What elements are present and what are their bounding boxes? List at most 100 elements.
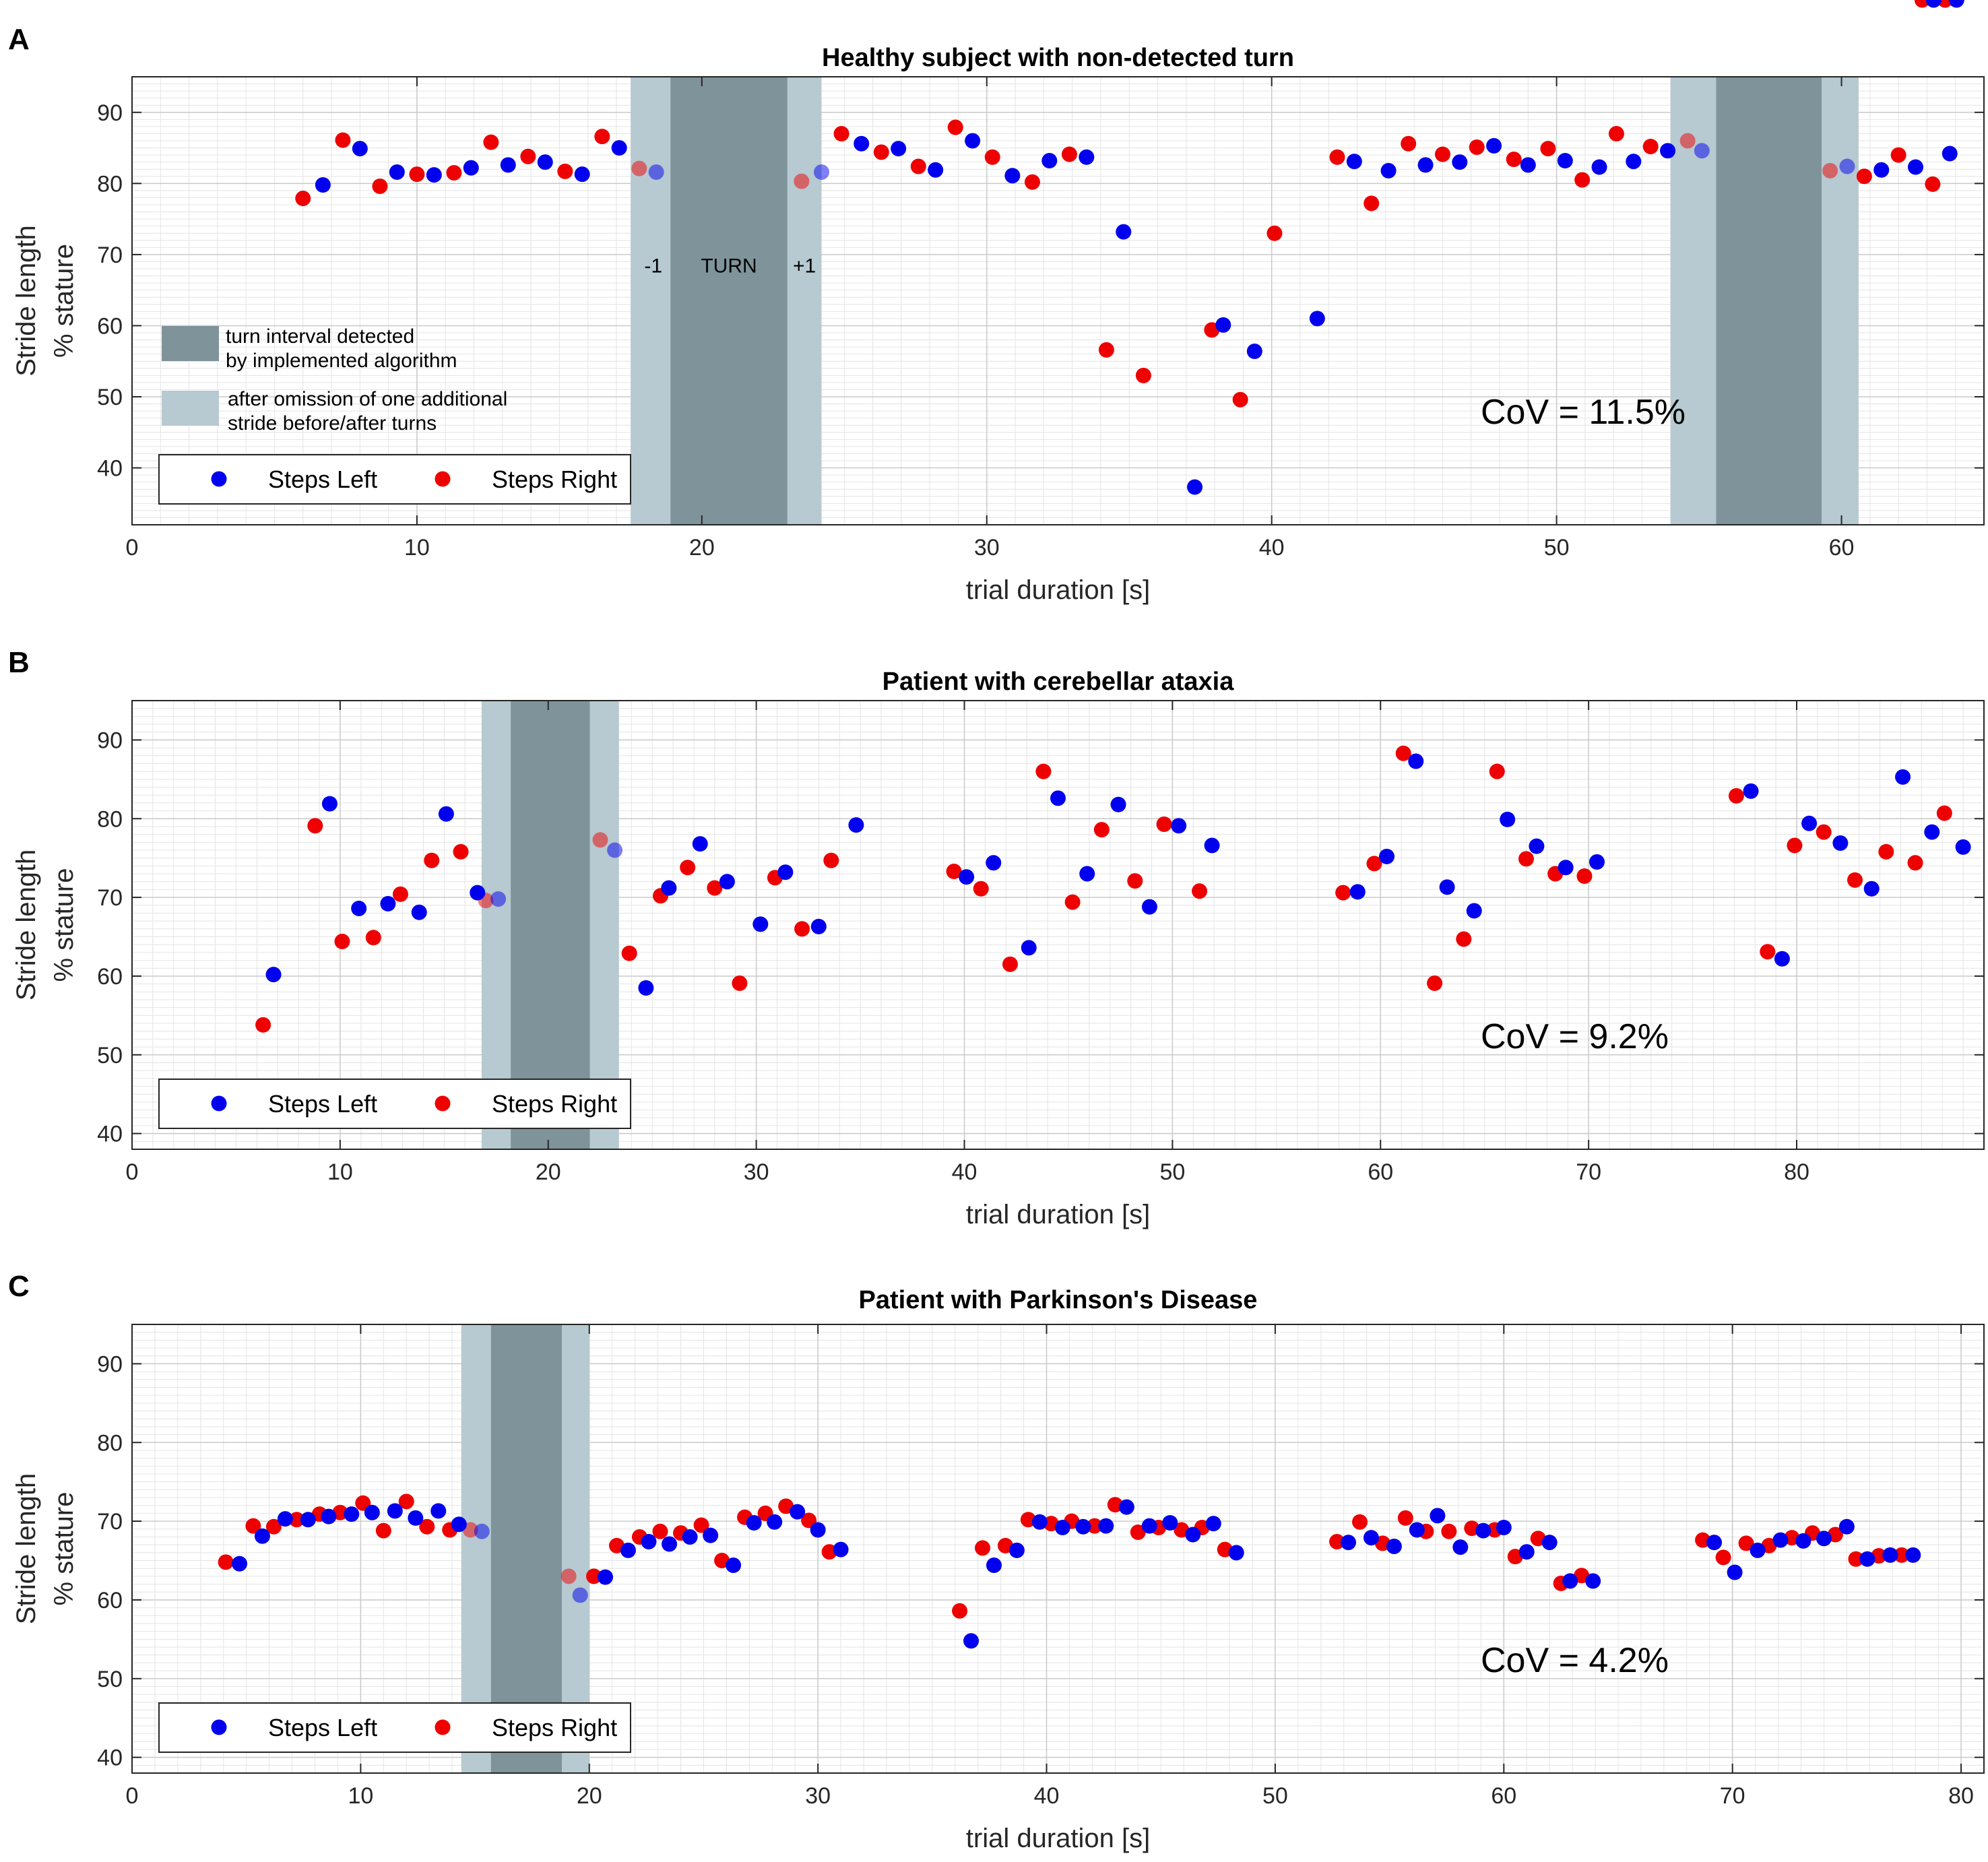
point-right bbox=[453, 843, 469, 860]
point-left bbox=[277, 1511, 293, 1527]
point-left bbox=[1379, 848, 1395, 864]
point-left bbox=[1417, 157, 1434, 173]
point-right bbox=[586, 1568, 602, 1584]
x-tick-label: 60 bbox=[1368, 1159, 1393, 1185]
x-tick-label: 20 bbox=[536, 1159, 561, 1185]
turn-band-detected bbox=[511, 701, 590, 1149]
point-left bbox=[1774, 951, 1790, 967]
point-left bbox=[1079, 866, 1095, 882]
y-tick-label: 80 bbox=[97, 1430, 123, 1456]
point-right bbox=[307, 818, 323, 834]
point-right bbox=[833, 125, 849, 141]
legend-marker-right bbox=[435, 1719, 451, 1735]
point-left bbox=[1346, 154, 1362, 170]
point-right bbox=[372, 179, 388, 195]
cov-annotation: CoV = 9.2% bbox=[1481, 1017, 1669, 1056]
point-right bbox=[1890, 147, 1906, 163]
point-left bbox=[1743, 783, 1759, 799]
point-left bbox=[1008, 1542, 1025, 1558]
legend-box bbox=[158, 1079, 631, 1129]
point-right bbox=[398, 1494, 414, 1510]
point-right bbox=[952, 1603, 968, 1619]
point-left bbox=[891, 141, 907, 157]
point-left bbox=[986, 855, 1002, 871]
point-left bbox=[777, 864, 794, 880]
point-left bbox=[965, 133, 981, 149]
ticks bbox=[131, 1324, 1984, 1773]
point-right bbox=[1087, 1518, 1103, 1534]
point-left bbox=[574, 166, 590, 183]
point-right bbox=[631, 160, 647, 176]
point-left bbox=[1925, 0, 1942, 8]
point-right bbox=[823, 852, 839, 868]
point-right bbox=[1848, 1551, 1864, 1567]
axes-frame bbox=[131, 1324, 1985, 1774]
x-tick-label: 30 bbox=[744, 1159, 769, 1185]
ticks bbox=[131, 701, 1984, 1149]
y-tick-label: 50 bbox=[97, 1043, 123, 1068]
point-left bbox=[1750, 1542, 1766, 1558]
point-left bbox=[490, 891, 507, 907]
point-left bbox=[1363, 1530, 1379, 1546]
point-left bbox=[1873, 162, 1890, 178]
point-right bbox=[1469, 139, 1485, 155]
point-left bbox=[1589, 854, 1605, 870]
point-right bbox=[1035, 763, 1052, 779]
axes-frame bbox=[131, 700, 1985, 1150]
point-right bbox=[973, 880, 989, 897]
point-right bbox=[1098, 342, 1114, 358]
point-left bbox=[620, 1542, 636, 1558]
point-right bbox=[1787, 837, 1803, 854]
point-left bbox=[1386, 1538, 1402, 1554]
point-right bbox=[794, 921, 810, 937]
point-left bbox=[572, 1587, 588, 1603]
x-tick-label: 80 bbox=[1948, 1783, 1974, 1809]
point-right bbox=[1127, 873, 1143, 889]
point-left bbox=[661, 880, 677, 896]
point-left bbox=[1772, 1532, 1789, 1548]
point-right bbox=[592, 832, 608, 848]
y-tick-label: 50 bbox=[97, 1667, 123, 1692]
point-left bbox=[598, 1569, 614, 1585]
point-left bbox=[752, 916, 769, 932]
point-left bbox=[1205, 1516, 1221, 1532]
point-left bbox=[265, 967, 282, 983]
turn-legend-label: stride before/after turns bbox=[228, 412, 437, 435]
point-right bbox=[520, 148, 536, 164]
y-tick-label: 40 bbox=[97, 1122, 123, 1147]
point-left bbox=[662, 1536, 678, 1552]
legend: Steps Left Steps Right bbox=[158, 1079, 631, 1129]
turn-legend-label: after omission of one additional bbox=[228, 388, 507, 410]
point-left bbox=[474, 1523, 490, 1539]
point-right bbox=[1397, 1510, 1413, 1526]
x-tick-label: 30 bbox=[805, 1783, 831, 1809]
point-right bbox=[693, 1517, 709, 1533]
major-grid bbox=[131, 701, 1984, 1149]
point-left bbox=[321, 796, 338, 812]
y-tick-label: 60 bbox=[97, 313, 123, 339]
cov-annotation: CoV = 4.2% bbox=[1481, 1641, 1669, 1680]
point-left bbox=[833, 1541, 849, 1558]
legend-label-right: Steps Right bbox=[492, 1090, 617, 1118]
point-left bbox=[1838, 1518, 1855, 1535]
point-left bbox=[1228, 1545, 1244, 1561]
point-left bbox=[1839, 158, 1855, 174]
point-left bbox=[1585, 1573, 1601, 1589]
axes-frame bbox=[131, 76, 1985, 525]
point-left bbox=[321, 1508, 337, 1524]
point-left bbox=[1031, 1514, 1048, 1530]
point-right bbox=[1925, 176, 1941, 192]
point-left bbox=[1050, 790, 1066, 806]
point-left bbox=[1907, 159, 1923, 175]
point-right bbox=[1130, 1524, 1146, 1540]
point-left bbox=[810, 918, 827, 934]
point-left bbox=[408, 1510, 424, 1526]
point-left bbox=[641, 1533, 657, 1549]
point-left bbox=[854, 135, 870, 152]
point-left bbox=[638, 980, 654, 996]
point-left bbox=[500, 157, 516, 173]
point-left bbox=[389, 164, 405, 180]
x-tick-label: 80 bbox=[1784, 1159, 1809, 1185]
point-left bbox=[470, 885, 486, 901]
